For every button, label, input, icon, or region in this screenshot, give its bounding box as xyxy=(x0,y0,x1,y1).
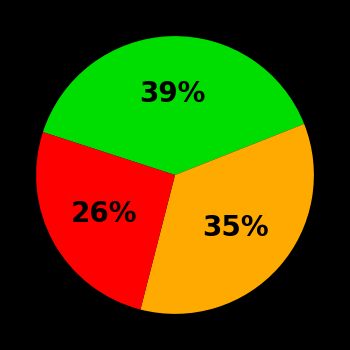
Wedge shape xyxy=(43,36,304,175)
Text: 26%: 26% xyxy=(71,200,138,228)
Text: 35%: 35% xyxy=(202,214,269,242)
Wedge shape xyxy=(140,124,314,314)
Wedge shape xyxy=(36,132,175,309)
Text: 39%: 39% xyxy=(139,80,206,108)
